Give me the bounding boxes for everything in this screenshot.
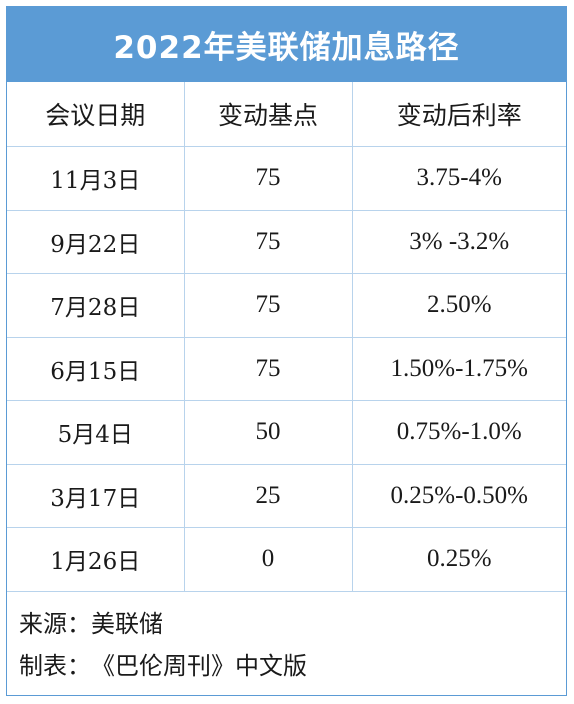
table-row: 11月3日 75 3.75-4%	[7, 146, 566, 211]
basis-points-cell: 25	[184, 464, 353, 528]
header-rate-after: 变动后利率	[352, 82, 566, 147]
source-value: 美联储	[91, 610, 163, 638]
basis-points-cell: 75	[184, 210, 353, 274]
meeting-date-cell: 7月28日	[7, 273, 185, 338]
table-row: 5月4日 50 0.75%-1.0%	[7, 400, 566, 465]
rate-cell: 0.75%-1.0%	[352, 400, 566, 465]
basis-points-cell: 75	[184, 273, 353, 338]
table-title: 2022年美联储加息路径	[7, 7, 566, 82]
meeting-date-cell: 6月15日	[7, 337, 185, 401]
header-meeting-date: 会议日期	[7, 82, 185, 147]
basis-points-cell: 50	[184, 400, 353, 465]
table-row: 6月15日 75 1.50%-1.75%	[7, 337, 566, 401]
meeting-date-cell: 5月4日	[7, 400, 185, 465]
basis-points-cell: 0	[184, 527, 353, 592]
rate-cell: 2.50%	[352, 273, 566, 338]
header-basis-points: 变动基点	[184, 82, 353, 147]
meeting-date-cell: 9月22日	[7, 210, 185, 274]
table-row: 3月17日 25 0.25%-0.50%	[7, 464, 566, 528]
table-card: 2022年美联储加息路径 会议日期 变动基点 变动后利率 11月3日 75 3.…	[6, 6, 567, 696]
rate-cell: 1.50%-1.75%	[352, 337, 566, 401]
table-row: 9月22日 75 3% -3.2%	[7, 210, 566, 274]
made-by-value: 《巴伦周刊》中文版	[91, 652, 307, 680]
table-footer: 来源： 美联储 制表： 《巴伦周刊》中文版	[19, 603, 559, 687]
source-label: 来源：	[19, 610, 91, 638]
rate-cell: 0.25%-0.50%	[352, 464, 566, 528]
rate-cell: 3.75-4%	[352, 146, 566, 211]
table-row: 1月26日 0 0.25%	[7, 527, 566, 592]
table-row: 7月28日 75 2.50%	[7, 273, 566, 338]
basis-points-cell: 75	[184, 337, 353, 401]
rate-hike-table: 会议日期 变动基点 变动后利率 11月3日 75 3.75-4% 9月22日 7…	[7, 82, 566, 592]
rate-cell: 3% -3.2%	[352, 210, 566, 274]
meeting-date-cell: 3月17日	[7, 464, 185, 528]
header-row: 会议日期 变动基点 变动后利率	[7, 82, 566, 147]
made-by-label: 制表：	[19, 652, 91, 680]
meeting-date-cell: 1月26日	[7, 527, 185, 592]
rate-cell: 0.25%	[352, 527, 566, 592]
made-by-line: 制表： 《巴伦周刊》中文版	[19, 645, 559, 687]
meeting-date-cell: 11月3日	[7, 146, 185, 211]
source-line: 来源： 美联储	[19, 603, 559, 645]
basis-points-cell: 75	[184, 146, 353, 211]
